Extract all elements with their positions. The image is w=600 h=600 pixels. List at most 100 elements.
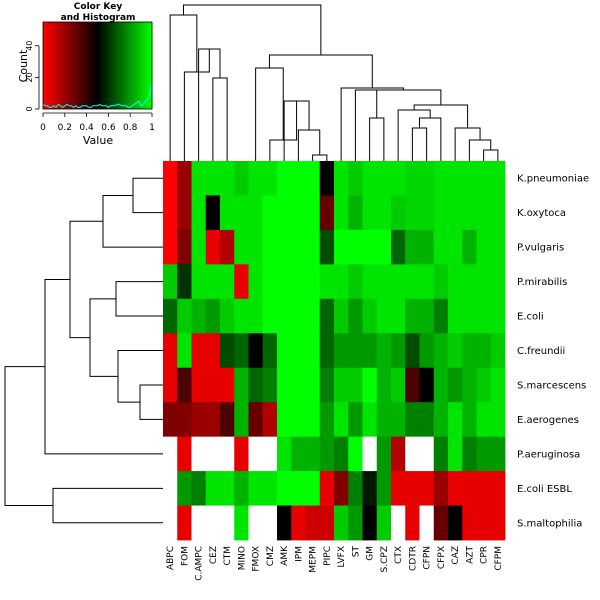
heatmap-cell <box>191 402 207 438</box>
heatmap-cell <box>348 505 363 541</box>
heatmap-cell <box>348 402 363 438</box>
heatmap-cell <box>433 505 449 541</box>
heatmap-cell <box>391 471 406 506</box>
column-label: GM <box>366 546 376 561</box>
heatmap-cell <box>476 505 492 541</box>
gradient-stop <box>61 22 64 109</box>
row-label: P.mirabilis <box>517 277 567 288</box>
gradient-stop <box>110 22 112 109</box>
heatmap-cell <box>319 436 335 472</box>
dendrogram-branch <box>419 117 442 161</box>
heatmap-cell <box>277 264 292 300</box>
heatmap-cell <box>220 505 235 541</box>
gradient-stop <box>147 22 149 109</box>
heatmap-cell <box>262 436 278 472</box>
heatmap-cell <box>277 298 292 334</box>
gradient-stop <box>135 22 137 109</box>
heatmap-cell <box>248 264 264 300</box>
gradient-stop <box>137 22 139 109</box>
heatmap-cell <box>177 402 192 438</box>
heatmap-cell <box>291 402 306 438</box>
gradient-stop <box>104 22 106 109</box>
heatmap-cell <box>433 471 449 506</box>
heatmap-cell <box>448 264 463 300</box>
heatmap-cell <box>476 436 492 472</box>
gradient-stop <box>150 22 152 109</box>
gradient-stop <box>88 22 91 109</box>
heatmap-cell <box>205 505 221 541</box>
heatmap-cell <box>419 264 435 300</box>
heatmap-cell <box>462 333 477 369</box>
gradient-stop <box>102 22 104 109</box>
heatmap-cell <box>191 333 207 369</box>
heatmap-cell <box>348 298 363 334</box>
heatmap-cell <box>205 333 221 369</box>
heatmap-cell <box>319 298 335 334</box>
heatmap-cell <box>305 264 321 300</box>
heatmap-cell <box>248 436 264 472</box>
gradient-stop <box>60 22 63 109</box>
gradient-stop <box>76 22 79 109</box>
heatmap-cell <box>476 471 492 506</box>
heatmap-cell <box>391 505 406 541</box>
heatmap-cell <box>419 367 435 403</box>
heatmap-cell <box>177 505 192 541</box>
gradient-stop <box>74 22 77 109</box>
heatmap-cell <box>490 402 506 438</box>
gradient-stop <box>116 22 118 109</box>
heatmap-cell <box>291 229 306 265</box>
heatmap-cell <box>262 402 278 438</box>
gradient-stop <box>114 22 116 109</box>
heatmap-cell <box>433 436 449 472</box>
dendrogram-branch <box>132 177 163 214</box>
gradient-stop <box>132 22 134 109</box>
heatmap-cell <box>205 402 221 438</box>
heatmap-cell <box>334 471 349 506</box>
gradient-stop <box>101 22 103 109</box>
row-label: S.marcescens <box>517 380 586 391</box>
dendrogram-branch <box>340 87 404 161</box>
heatmap-cell <box>319 229 335 265</box>
dendrogram-branch <box>52 487 163 524</box>
heatmap-cell <box>490 161 506 196</box>
heatmap-cell <box>191 367 207 403</box>
heatmap-cell <box>177 471 192 506</box>
column-label: ABPC <box>166 546 176 570</box>
color-key-gradient <box>43 22 153 109</box>
heatmap-cell <box>405 195 420 231</box>
heatmap-cell <box>319 402 335 438</box>
row-label: K.oxytoca <box>517 208 566 219</box>
heatmap-cell <box>391 402 406 438</box>
heatmap-cell <box>191 505 207 541</box>
heatmap-cell <box>234 161 249 196</box>
heatmap-cell <box>291 298 306 334</box>
gradient-stop <box>149 22 151 109</box>
dendrogram-branch <box>115 281 163 317</box>
heatmap-cell <box>262 471 278 506</box>
heatmap-cell <box>177 298 192 334</box>
heatmap-cell <box>362 264 378 300</box>
gradient-stop <box>83 22 86 109</box>
heatmap-cell <box>462 471 477 506</box>
heatmap-cell <box>205 436 221 472</box>
heatmap-cell <box>305 505 321 541</box>
heatmap-cell <box>462 505 477 541</box>
heatmap-cell <box>334 229 349 265</box>
heatmap-cell <box>391 195 406 231</box>
heatmap-cell <box>405 402 420 438</box>
heatmap-cell <box>291 333 306 369</box>
heatmap-cell <box>448 161 463 196</box>
column-label: MINO <box>237 546 247 570</box>
heatmap-cell <box>448 229 463 265</box>
heatmap-cell <box>362 367 378 403</box>
heatmap-cell <box>220 367 235 403</box>
heatmap-cell <box>163 229 178 265</box>
dendrogram-branch <box>182 4 322 55</box>
column-label: FMOX <box>252 546 262 572</box>
heatmap-cell <box>448 195 463 231</box>
heatmap-cell <box>419 195 435 231</box>
heatmap-cell <box>391 367 406 403</box>
heatmap-cell <box>419 436 435 472</box>
heatmap-cell <box>448 298 463 334</box>
heatmap-cell <box>448 436 463 472</box>
